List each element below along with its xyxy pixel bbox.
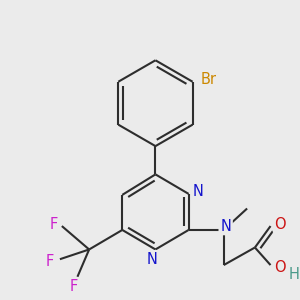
Text: H: H	[289, 267, 299, 282]
Text: N: N	[147, 252, 158, 267]
Text: O: O	[274, 217, 286, 232]
Text: N: N	[193, 184, 204, 200]
Text: F: F	[50, 217, 58, 232]
Text: N: N	[220, 219, 231, 234]
Text: F: F	[69, 279, 78, 294]
Text: O: O	[274, 260, 286, 274]
Text: F: F	[46, 254, 54, 269]
Text: Br: Br	[200, 72, 216, 87]
